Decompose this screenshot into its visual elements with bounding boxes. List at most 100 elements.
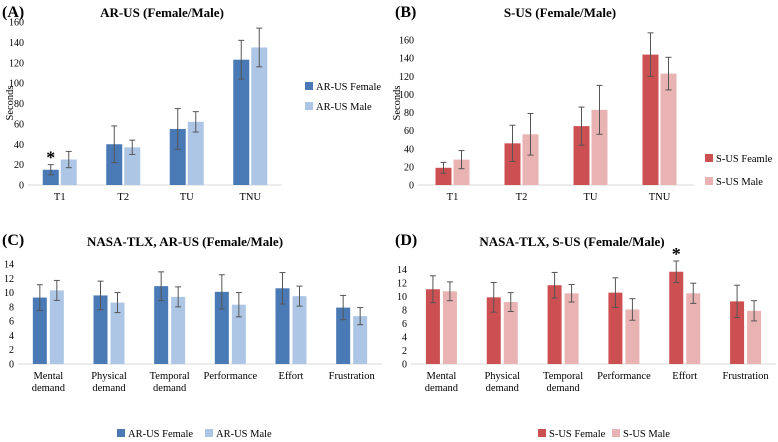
bar bbox=[42, 169, 59, 185]
legend-label: AR-US Female bbox=[316, 82, 381, 93]
legend-swatch bbox=[612, 429, 620, 437]
x-tick-label: T2 bbox=[516, 192, 528, 203]
y-tick-label: 10 bbox=[4, 288, 14, 299]
x-tick-label: Performance bbox=[597, 371, 651, 382]
significance-marker: * bbox=[46, 148, 55, 168]
y-tick-label: 8 bbox=[9, 302, 14, 313]
legend-label: S-US Male bbox=[623, 429, 670, 440]
bar bbox=[564, 293, 579, 364]
x-tick-label: demand bbox=[425, 383, 459, 394]
x-tick-label: Temporal bbox=[543, 371, 583, 382]
y-tick-label: 40 bbox=[404, 144, 414, 155]
y-tick-label: 80 bbox=[404, 108, 414, 119]
bar bbox=[730, 301, 745, 364]
legend-swatch bbox=[305, 102, 313, 110]
y-tick-label: 140 bbox=[399, 54, 414, 65]
x-tick-label: Physical bbox=[484, 371, 520, 382]
panel-label: (A) bbox=[2, 4, 24, 21]
x-tick-label: TU bbox=[180, 192, 194, 203]
bar bbox=[547, 285, 562, 364]
x-tick-label: demand bbox=[92, 383, 126, 394]
y-tick-label: 100 bbox=[399, 90, 414, 101]
y-tick-label: 160 bbox=[9, 18, 24, 29]
bar bbox=[669, 271, 684, 364]
bar bbox=[124, 147, 141, 185]
x-tick-label: demand bbox=[486, 383, 520, 394]
y-tick-label: 10 bbox=[397, 292, 407, 303]
y-tick-label: 160 bbox=[399, 36, 414, 47]
chart-title: NASA-TLX, AR-US (Female/Male) bbox=[87, 234, 283, 249]
y-tick-label: 6 bbox=[402, 319, 407, 330]
bar bbox=[453, 159, 470, 185]
significance-marker: * bbox=[672, 244, 681, 264]
chart-title: AR-US (Female/Male) bbox=[100, 5, 224, 20]
y-tick-label: 14 bbox=[397, 265, 407, 276]
bar bbox=[187, 121, 204, 185]
bar bbox=[292, 296, 307, 364]
legend-label: S-US Male bbox=[716, 177, 763, 188]
bar bbox=[154, 286, 169, 364]
x-tick-label: T1 bbox=[54, 192, 66, 203]
bar bbox=[642, 54, 659, 185]
bar bbox=[504, 143, 521, 185]
bar bbox=[32, 297, 47, 364]
bar bbox=[686, 293, 701, 364]
x-tick-label: Effort bbox=[279, 371, 304, 382]
legend-swatch bbox=[705, 177, 713, 185]
x-tick-label: Physical bbox=[91, 371, 127, 382]
bar bbox=[93, 295, 108, 364]
y-tick-label: 14 bbox=[4, 260, 14, 271]
panel-label: (D) bbox=[395, 232, 417, 249]
y-tick-label: 40 bbox=[14, 140, 24, 151]
x-tick-label: demand bbox=[32, 383, 66, 394]
bar bbox=[573, 126, 590, 185]
bar bbox=[747, 310, 762, 364]
bar bbox=[608, 292, 623, 364]
legend-label: AR-US Female bbox=[128, 429, 193, 440]
bar bbox=[231, 304, 246, 364]
y-tick-label: 2 bbox=[9, 345, 14, 356]
bar bbox=[522, 134, 539, 185]
y-tick-label: 2 bbox=[402, 346, 407, 357]
x-tick-label: demand bbox=[153, 383, 187, 394]
bar bbox=[336, 307, 351, 364]
legend-swatch bbox=[705, 154, 713, 162]
y-tick-label: 6 bbox=[9, 317, 14, 328]
bar bbox=[171, 296, 186, 364]
chart-title: S-US (Female/Male) bbox=[504, 5, 616, 20]
bar bbox=[503, 302, 518, 364]
bar bbox=[660, 73, 677, 185]
bar bbox=[49, 290, 64, 364]
bar bbox=[486, 297, 501, 364]
chart-panel-d: (D) NASA-TLX, S-US (Female/Male) 0 2 4 6 8 10 12… bbox=[395, 232, 776, 440]
legend-swatch bbox=[538, 429, 546, 437]
bar bbox=[425, 289, 440, 364]
legend-label: AR-US Male bbox=[216, 429, 272, 440]
x-tick-label: demand bbox=[546, 383, 580, 394]
y-tick-label: 0 bbox=[19, 181, 24, 192]
x-tick-label: T1 bbox=[447, 192, 459, 203]
legend-swatch bbox=[305, 82, 313, 90]
x-tick-label: TU bbox=[584, 192, 598, 203]
x-tick-label: Performance bbox=[204, 371, 258, 382]
y-tick-label: 120 bbox=[399, 72, 414, 83]
x-tick-label: TNU bbox=[239, 192, 261, 203]
y-tick-label: 12 bbox=[4, 274, 14, 285]
y-axis-label: Seconds bbox=[5, 86, 16, 121]
bar bbox=[106, 144, 123, 185]
legend-swatch bbox=[205, 429, 213, 437]
y-tick-label: 0 bbox=[9, 360, 14, 371]
bar bbox=[591, 109, 608, 185]
y-tick-label: 0 bbox=[409, 181, 414, 192]
y-tick-label: 100 bbox=[9, 79, 24, 90]
chart-panel-b: (B) S-US (Female/Male) 0 20 40 60 80 100 120 140 1… bbox=[392, 4, 773, 203]
bar bbox=[625, 309, 640, 364]
bar bbox=[275, 288, 290, 364]
y-tick-label: 4 bbox=[9, 331, 14, 342]
y-tick-label: 12 bbox=[397, 279, 407, 290]
y-axis-label: Seconds bbox=[392, 86, 403, 121]
bar bbox=[435, 167, 452, 185]
panel-label: (C) bbox=[2, 232, 24, 249]
bar bbox=[353, 316, 368, 364]
